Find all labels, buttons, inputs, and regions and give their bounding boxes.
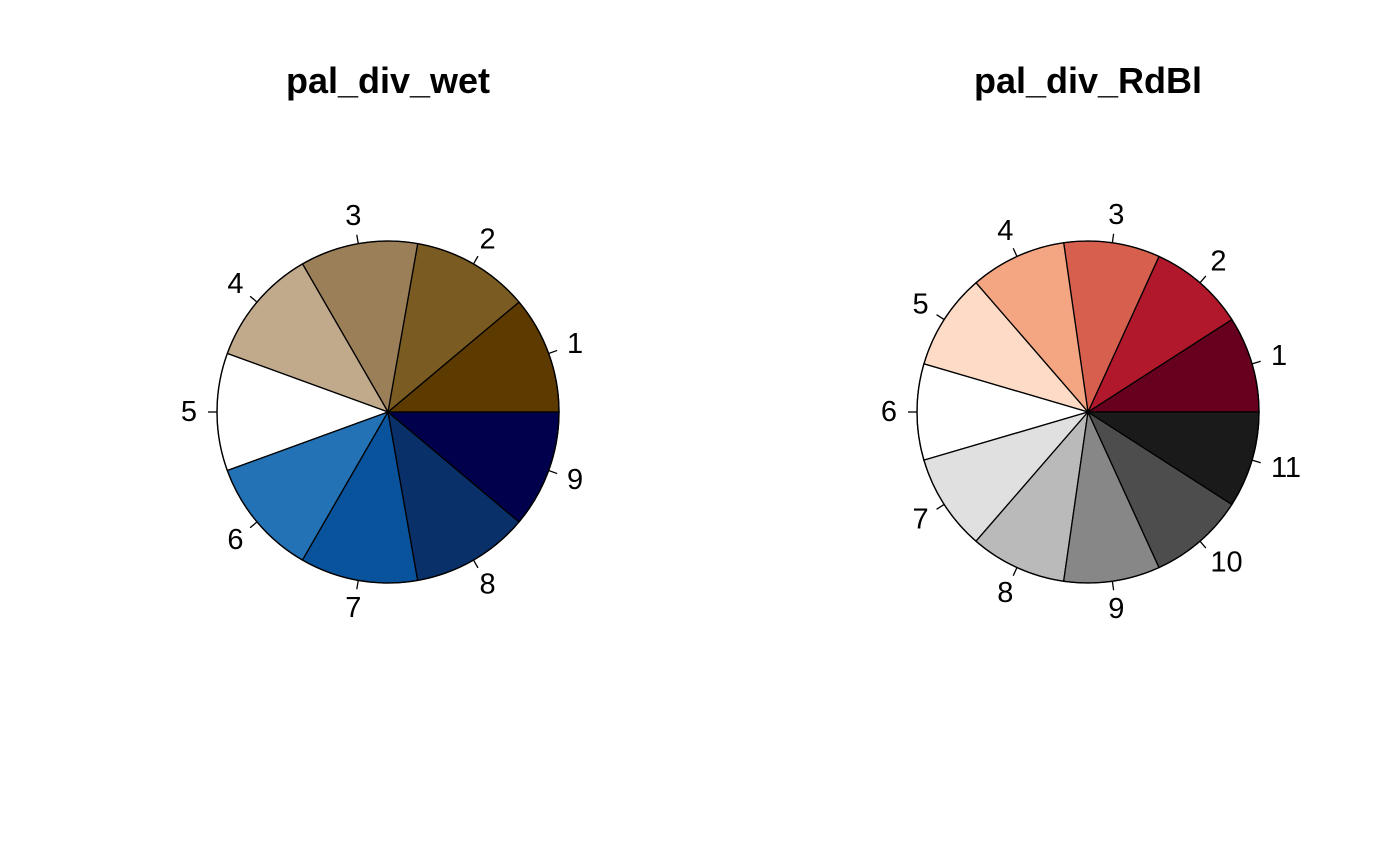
pie-label-2: 2 [480,224,496,256]
pie-label-tick-4 [249,295,258,303]
pie-label-tick-3 [1111,233,1115,243]
pie-chart-pal-div-wet: pal_div_wet 1 2 3 4 5 6 7 8 9 [181,60,583,624]
pie-label-11: 11 [1271,452,1301,484]
pie-label-ticks [908,233,1261,591]
pie-label-9: 9 [1108,593,1124,625]
pie-label-tick-1 [548,349,558,355]
pie-label-7: 7 [345,592,361,624]
pie-label-tick-2 [1199,275,1207,284]
pie-label-ticks [208,234,558,590]
pie-label-8: 8 [480,568,496,600]
pie-labels: 1 2 3 4 5 6 7 8 9 [181,200,583,624]
pie-label-4: 4 [997,215,1013,247]
pie-label-2: 2 [1210,246,1226,278]
chart-title: pal_div_RdBl [974,60,1202,101]
pie-label-tick-9 [548,469,558,475]
pie-label-tick-1 [1251,360,1261,365]
pie-label-6: 6 [227,524,243,556]
pie-label-tick-2 [472,255,479,265]
pie-label-8: 8 [997,577,1013,609]
pie-label-tick-8 [1012,567,1018,576]
pie-slices [216,240,560,584]
pie-label-tick-6 [249,521,258,529]
pie-label-10: 10 [1210,546,1242,578]
pie-label-tick-7 [936,503,945,510]
pie-label-1: 1 [1271,340,1287,372]
pie-label-3: 3 [345,200,361,232]
pie-label-tick-7 [356,580,359,590]
pie-label-tick-9 [1111,581,1115,591]
pie-label-1: 1 [567,328,583,360]
pie-label-tick-10 [1199,540,1207,549]
pie-slices [916,240,1260,584]
pie-label-tick-11 [1251,459,1261,464]
pie-label-tick-4 [1012,248,1018,257]
pie-label-6: 6 [881,396,897,428]
pie-label-tick-5 [936,314,945,321]
pie-label-9: 9 [567,464,583,496]
pie-label-5: 5 [181,396,197,428]
pie-label-tick-8 [472,559,479,569]
pie-chart-pal-div-rdbl: pal_div_RdBl 1 2 3 4 5 6 7 8 9 10 11 [881,60,1301,625]
pie-label-3: 3 [1108,199,1124,231]
pie-label-5: 5 [912,288,928,320]
pie-label-4: 4 [227,268,243,300]
pie-label-7: 7 [912,504,928,536]
pie-label-tick-3 [356,234,359,244]
pie-labels: 1 2 3 4 5 6 7 8 9 10 11 [881,199,1301,625]
chart-title: pal_div_wet [286,60,490,101]
